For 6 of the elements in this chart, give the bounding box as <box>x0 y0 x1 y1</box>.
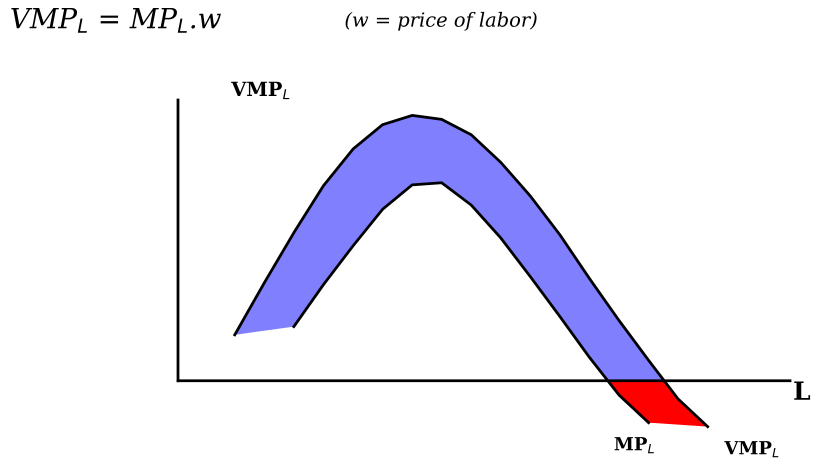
x-axis-title: L <box>794 382 810 400</box>
y-axis-title: VMP$_{L}$ <box>231 82 290 100</box>
series-label: VMP$_{L}$ <box>724 441 778 458</box>
chart-subtitle: (w = price of labor) <box>346 12 537 31</box>
series-label: MP$_{L}$ <box>614 437 654 454</box>
chart-title: VMP$_{L}$ = MP$_{L}$.w <box>11 8 221 33</box>
